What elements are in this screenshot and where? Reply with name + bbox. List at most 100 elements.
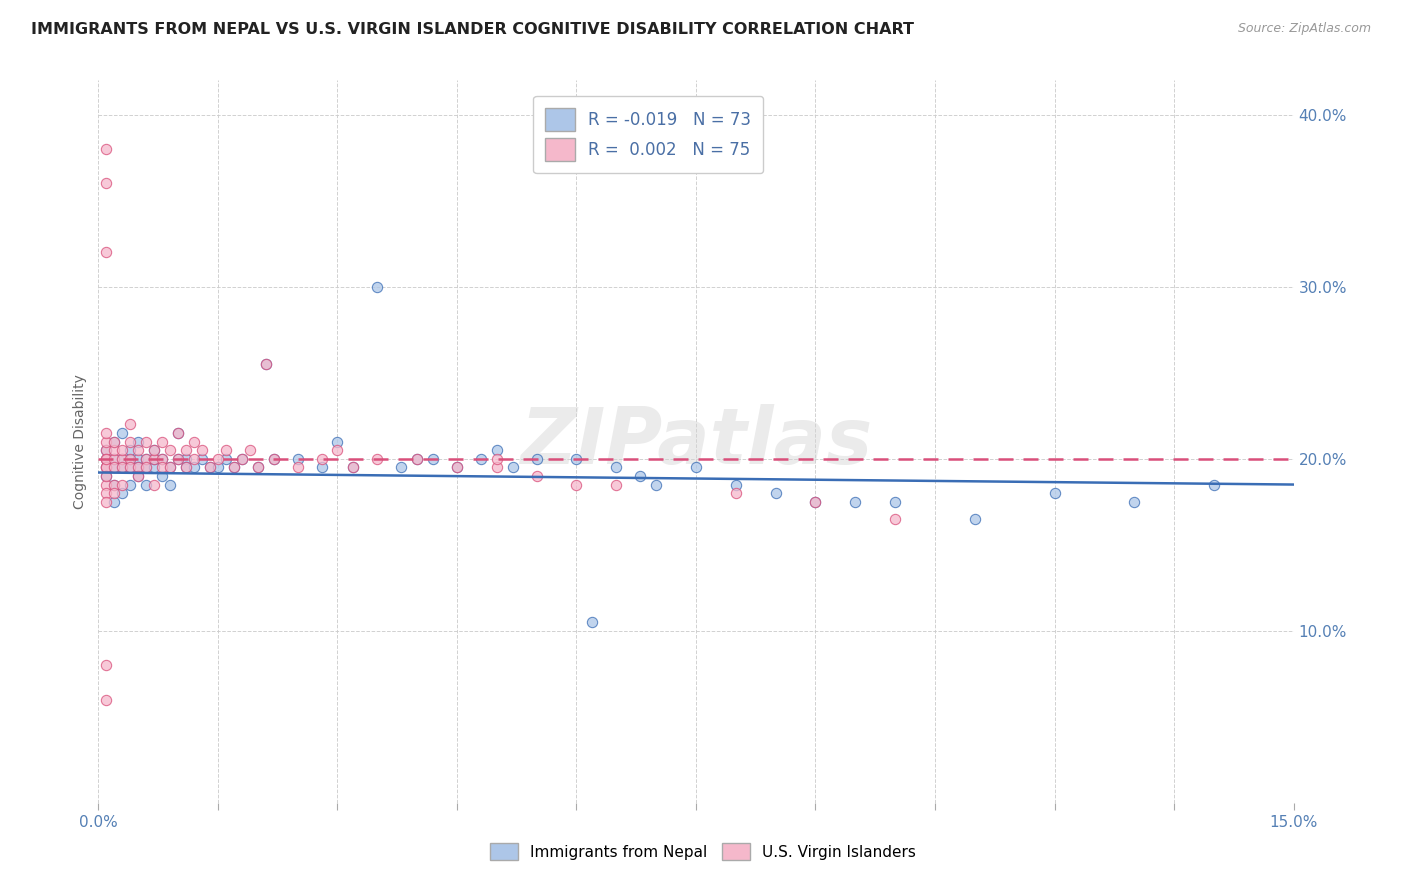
- Point: [605, 477, 627, 491]
- Point: [103, 451, 125, 466]
- Point: [685, 460, 707, 475]
- Point: [231, 451, 253, 466]
- Point: [804, 494, 827, 508]
- Legend: Immigrants from Nepal, U.S. Virgin Islanders: Immigrants from Nepal, U.S. Virgin Islan…: [484, 837, 922, 866]
- Point: [135, 434, 157, 449]
- Point: [526, 469, 548, 483]
- Point: [174, 443, 197, 458]
- Point: [143, 443, 166, 458]
- Point: [127, 443, 149, 458]
- Point: [222, 460, 245, 475]
- Point: [159, 443, 181, 458]
- Point: [103, 434, 125, 449]
- Point: [103, 451, 125, 466]
- Y-axis label: Cognitive Disability: Cognitive Disability: [73, 374, 87, 509]
- Point: [111, 486, 134, 500]
- Point: [485, 451, 508, 466]
- Point: [1043, 486, 1066, 500]
- Point: [311, 451, 333, 466]
- Point: [167, 451, 190, 466]
- Point: [103, 486, 125, 500]
- Point: [263, 451, 285, 466]
- Point: [406, 451, 429, 466]
- Point: [96, 451, 118, 466]
- Point: [326, 443, 349, 458]
- Point: [1123, 494, 1146, 508]
- Point: [485, 443, 508, 458]
- Point: [103, 460, 125, 475]
- Legend: R = -0.019   N = 73, R =  0.002   N = 75: R = -0.019 N = 73, R = 0.002 N = 75: [533, 95, 763, 173]
- Point: [765, 486, 787, 500]
- Point: [96, 434, 118, 449]
- Point: [96, 460, 118, 475]
- Text: IMMIGRANTS FROM NEPAL VS U.S. VIRGIN ISLANDER COGNITIVE DISABILITY CORRELATION C: IMMIGRANTS FROM NEPAL VS U.S. VIRGIN ISL…: [31, 22, 914, 37]
- Point: [135, 460, 157, 475]
- Point: [159, 477, 181, 491]
- Point: [150, 451, 173, 466]
- Point: [135, 451, 157, 466]
- Point: [207, 451, 229, 466]
- Point: [120, 451, 142, 466]
- Point: [143, 451, 166, 466]
- Point: [724, 486, 747, 500]
- Point: [96, 177, 118, 191]
- Point: [246, 460, 269, 475]
- Point: [127, 451, 149, 466]
- Point: [1202, 477, 1225, 491]
- Point: [645, 477, 668, 491]
- Point: [111, 451, 134, 466]
- Point: [159, 460, 181, 475]
- Point: [342, 460, 364, 475]
- Point: [406, 451, 429, 466]
- Point: [884, 494, 907, 508]
- Point: [96, 142, 118, 156]
- Point: [502, 460, 524, 475]
- Point: [470, 451, 492, 466]
- Point: [150, 451, 173, 466]
- Point: [844, 494, 866, 508]
- Text: ZIPatlas: ZIPatlas: [520, 403, 872, 480]
- Point: [485, 460, 508, 475]
- Point: [159, 460, 181, 475]
- Point: [96, 443, 118, 458]
- Point: [366, 279, 388, 293]
- Text: Source: ZipAtlas.com: Source: ZipAtlas.com: [1237, 22, 1371, 36]
- Point: [96, 460, 118, 475]
- Point: [366, 451, 388, 466]
- Point: [111, 443, 134, 458]
- Point: [263, 451, 285, 466]
- Point: [120, 443, 142, 458]
- Point: [96, 451, 118, 466]
- Point: [191, 443, 214, 458]
- Point: [804, 494, 827, 508]
- Point: [422, 451, 444, 466]
- Point: [215, 443, 238, 458]
- Point: [96, 494, 118, 508]
- Point: [183, 460, 205, 475]
- Point: [103, 460, 125, 475]
- Point: [111, 477, 134, 491]
- Point: [565, 477, 588, 491]
- Point: [446, 460, 468, 475]
- Point: [96, 460, 118, 475]
- Point: [231, 451, 253, 466]
- Point: [191, 451, 214, 466]
- Point: [120, 477, 142, 491]
- Point: [120, 460, 142, 475]
- Point: [222, 460, 245, 475]
- Point: [111, 425, 134, 440]
- Point: [120, 417, 142, 432]
- Point: [150, 469, 173, 483]
- Point: [254, 357, 277, 371]
- Point: [326, 434, 349, 449]
- Point: [127, 434, 149, 449]
- Point: [96, 443, 118, 458]
- Point: [526, 451, 548, 466]
- Point: [581, 615, 603, 630]
- Point: [724, 477, 747, 491]
- Point: [103, 494, 125, 508]
- Point: [103, 477, 125, 491]
- Point: [135, 460, 157, 475]
- Point: [207, 460, 229, 475]
- Point: [127, 469, 149, 483]
